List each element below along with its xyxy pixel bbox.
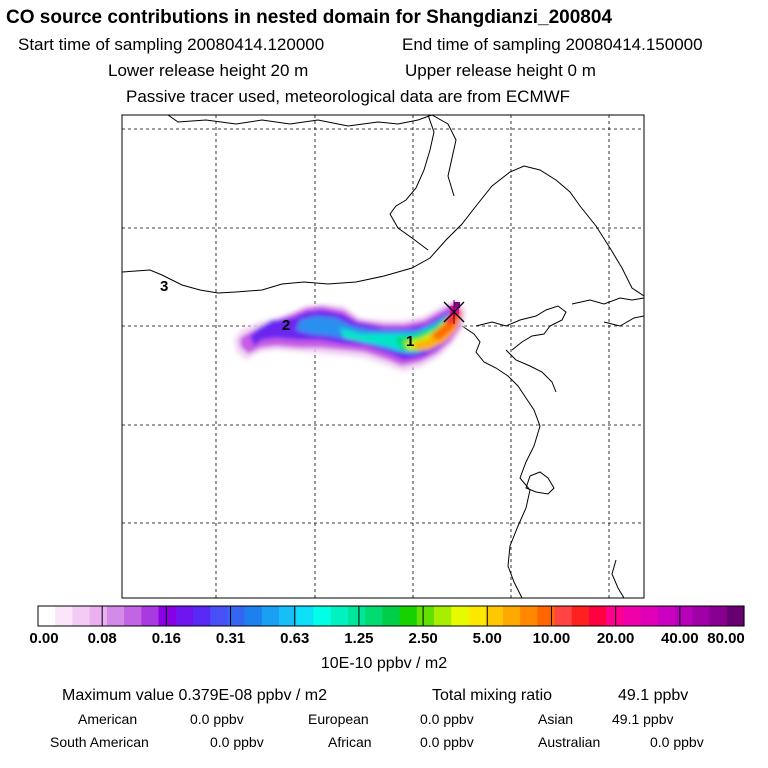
colorbar-tick-label: 5.00	[472, 630, 502, 647]
colorbar-swatch	[726, 606, 745, 626]
colorbar-tick-label: 1.25	[344, 630, 374, 647]
contribution-value: 0.0 ppbv	[210, 734, 264, 750]
colorbar-swatch	[589, 606, 607, 626]
colorbar-tick-label: 0.08	[87, 630, 117, 647]
colorbar-swatch	[657, 606, 676, 626]
colorbar-swatch	[382, 606, 401, 626]
colorbar-swatch	[623, 606, 642, 626]
colorbar-swatch	[692, 606, 711, 626]
country-borders	[122, 115, 644, 297]
colorbar-tick-lines	[37, 606, 745, 626]
colorbar-swatch	[227, 606, 246, 626]
colorbar-swatch	[330, 606, 349, 626]
colorbar-swatch	[38, 606, 56, 626]
colorbar-swatch	[537, 606, 556, 626]
colorbar-unit: 10E-10 ppbv / m2	[320, 655, 448, 672]
colorbar-swatch	[296, 606, 315, 626]
coastline	[461, 297, 644, 598]
contribution-value: 49.1 ppbv	[612, 711, 674, 727]
colorbar-swatch	[210, 606, 229, 626]
max-value-label: Maximum value 0.379E-08 ppbv / m2	[62, 687, 328, 704]
page-title: CO source contributions in nested domain…	[6, 7, 613, 28]
contribution-value: 0.0 ppbv	[190, 711, 244, 727]
colorbar-swatch	[571, 606, 590, 626]
colorbar-swatch	[141, 606, 160, 626]
colorbar-tick-label: 0.63	[280, 630, 310, 647]
concentration-plume	[234, 300, 466, 372]
map-label-2: 2	[282, 317, 290, 334]
colorbar-swatches	[38, 606, 745, 626]
contribution-label: American	[78, 711, 138, 727]
upper-release-height-label: Upper release height 0 m	[405, 61, 596, 80]
tracer-note: Passive tracer used, meteorological data…	[126, 87, 571, 106]
map-label-3: 3	[160, 278, 168, 295]
colorbar-tick-label: 2.50	[408, 630, 438, 647]
colorbar-tick-label: 80.00	[707, 630, 745, 647]
contribution-label: European	[308, 711, 369, 727]
colorbar-swatch	[89, 606, 108, 626]
colorbar-swatch	[520, 606, 538, 626]
contribution-value: 0.0 ppbv	[650, 734, 704, 750]
colorbar-tick-label: 0.31	[215, 630, 246, 647]
colorbar-swatch	[709, 606, 728, 626]
colorbar-swatch	[451, 606, 470, 626]
colorbar-swatch	[640, 606, 659, 626]
end-time-label: End time of sampling 20080414.150000	[402, 35, 703, 54]
colorbar-tick-label: 40.00	[661, 630, 699, 647]
colorbar-tick-label: 0.00	[29, 630, 59, 647]
map-label-1: 1	[406, 333, 414, 350]
colorbar-swatch	[192, 606, 211, 626]
colorbar-swatch	[261, 606, 280, 626]
colorbar-tick-label: 20.00	[596, 630, 635, 647]
colorbar-swatch	[365, 606, 383, 626]
colorbar-swatch	[416, 606, 435, 626]
colorbar-swatch	[72, 606, 91, 626]
colorbar-tick-label: 0.16	[151, 630, 181, 647]
colorbar-swatch	[485, 606, 504, 626]
colorbar-swatch	[675, 606, 693, 626]
start-time-label: Start time of sampling 20080414.120000	[18, 35, 325, 54]
contribution-value: 0.0 ppbv	[420, 734, 474, 750]
contribution-value: 0.0 ppbv	[420, 711, 474, 727]
colorbar-swatch	[106, 606, 125, 626]
contribution-label: South American	[50, 734, 149, 750]
colorbar-swatch	[399, 606, 418, 626]
colorbar-swatch	[175, 606, 194, 626]
colorbar-swatch	[554, 606, 573, 626]
total-mixing-label: Total mixing ratio	[432, 687, 553, 704]
colorbar-swatch	[434, 606, 452, 626]
lower-release-height-label: Lower release height 20 m	[108, 61, 309, 80]
colorbar-swatch	[347, 606, 366, 626]
colorbar-swatch	[244, 606, 263, 626]
colorbar-tick-label: 10.00	[532, 630, 571, 647]
contribution-label: Australian	[538, 734, 601, 750]
station-marker	[443, 300, 465, 324]
colorbar-swatch	[55, 606, 74, 626]
colorbar-swatch	[124, 606, 142, 626]
colorbar-swatch	[502, 606, 521, 626]
colorbar-swatch	[158, 606, 177, 626]
colorbar-swatch	[468, 606, 487, 626]
contribution-label: African	[328, 734, 372, 750]
colorbar-swatch	[313, 606, 332, 626]
contribution-label: Asian	[538, 711, 574, 727]
total-mixing-value: 49.1 ppbv	[618, 687, 689, 704]
colorbar-swatch	[279, 606, 297, 626]
